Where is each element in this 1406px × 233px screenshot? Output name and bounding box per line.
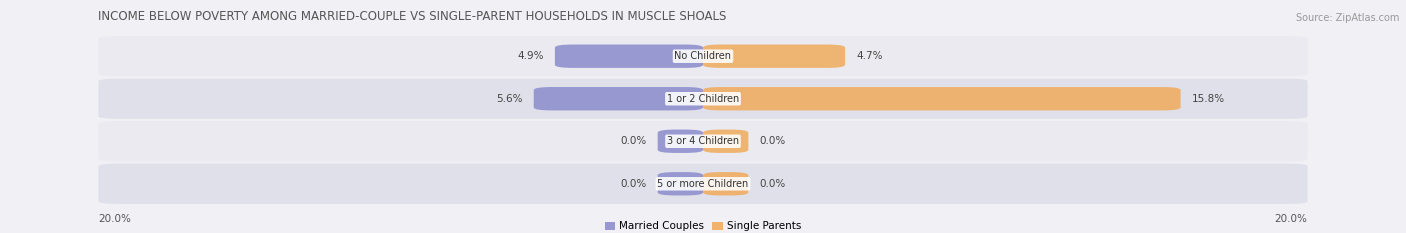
Text: 0.0%: 0.0%: [759, 136, 786, 146]
FancyBboxPatch shape: [98, 36, 1308, 76]
Text: 0.0%: 0.0%: [620, 179, 647, 189]
FancyBboxPatch shape: [703, 45, 845, 68]
Text: 20.0%: 20.0%: [98, 214, 131, 224]
Text: INCOME BELOW POVERTY AMONG MARRIED-COUPLE VS SINGLE-PARENT HOUSEHOLDS IN MUSCLE : INCOME BELOW POVERTY AMONG MARRIED-COUPL…: [98, 10, 727, 23]
FancyBboxPatch shape: [534, 87, 703, 110]
FancyBboxPatch shape: [98, 79, 1308, 119]
FancyBboxPatch shape: [98, 121, 1308, 161]
Text: 15.8%: 15.8%: [1192, 94, 1225, 104]
FancyBboxPatch shape: [98, 164, 1308, 204]
Text: 5 or more Children: 5 or more Children: [658, 179, 748, 189]
FancyBboxPatch shape: [703, 172, 748, 195]
FancyBboxPatch shape: [703, 87, 1181, 110]
Text: No Children: No Children: [675, 51, 731, 61]
Text: 4.9%: 4.9%: [517, 51, 544, 61]
Text: 0.0%: 0.0%: [620, 136, 647, 146]
Text: 3 or 4 Children: 3 or 4 Children: [666, 136, 740, 146]
Text: 5.6%: 5.6%: [496, 94, 523, 104]
FancyBboxPatch shape: [658, 172, 703, 195]
FancyBboxPatch shape: [658, 130, 703, 153]
FancyBboxPatch shape: [703, 130, 748, 153]
FancyBboxPatch shape: [555, 45, 703, 68]
Text: 0.0%: 0.0%: [759, 179, 786, 189]
Text: 4.7%: 4.7%: [856, 51, 883, 61]
Text: 1 or 2 Children: 1 or 2 Children: [666, 94, 740, 104]
Text: 20.0%: 20.0%: [1275, 214, 1308, 224]
Legend: Married Couples, Single Parents: Married Couples, Single Parents: [600, 217, 806, 233]
Text: Source: ZipAtlas.com: Source: ZipAtlas.com: [1295, 13, 1399, 23]
